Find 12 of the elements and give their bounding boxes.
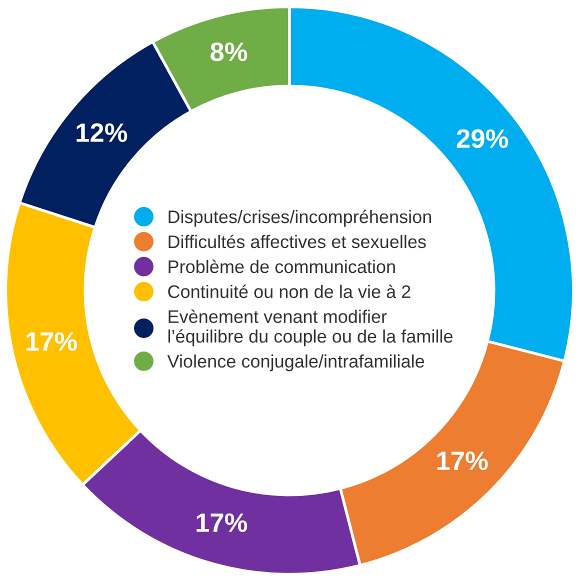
legend-label: Problème de communication bbox=[168, 260, 395, 274]
legend-label: Difficultés affectives et sexuelles bbox=[168, 234, 426, 248]
legend-label: Continuité ou non de la vie à 2 bbox=[168, 284, 410, 298]
legend-label: Evènement venant modifier l’équilibre du couple ou de la famille bbox=[168, 310, 452, 346]
legend-label: Disputes/crises/incompréhension bbox=[168, 210, 432, 227]
data-label: 17% bbox=[196, 513, 248, 532]
data-label: 12% bbox=[76, 123, 128, 142]
data-label: 17% bbox=[26, 332, 78, 351]
legend-label: Violence conjugale/intrafamiliale bbox=[167, 354, 424, 372]
data-label: 8% bbox=[210, 42, 248, 62]
data-label: 29% bbox=[456, 129, 508, 148]
data-label: 17% bbox=[437, 452, 488, 470]
